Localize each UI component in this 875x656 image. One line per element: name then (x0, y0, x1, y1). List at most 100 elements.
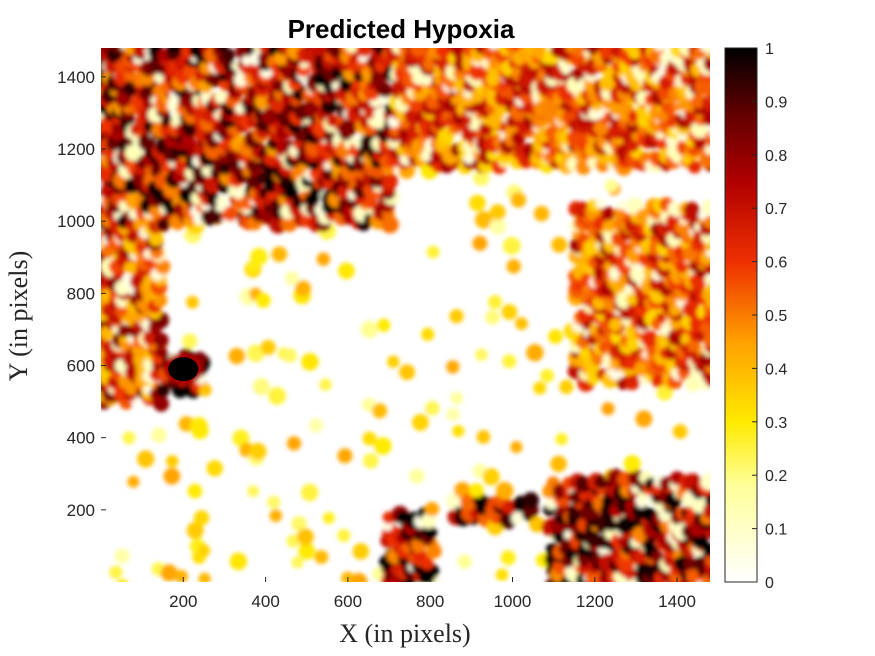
heatmap-blob (282, 348, 298, 363)
heatmap-blob (186, 521, 204, 539)
heatmap-blob (495, 568, 509, 582)
heatmap-blob (246, 344, 265, 363)
heatmap-blob (435, 48, 450, 58)
heatmap-blob (193, 510, 210, 526)
heatmap-blob (114, 548, 130, 564)
heatmap-blob (640, 330, 658, 347)
heatmap-blob (409, 48, 427, 57)
y-tick-label: 1000 (57, 212, 95, 231)
heatmap-blob (356, 48, 372, 57)
heatmap-blob (260, 339, 276, 356)
heatmap-blob (687, 338, 701, 353)
heatmap-blob (450, 391, 464, 405)
heatmap-blob (362, 431, 377, 446)
heatmap-blob (699, 150, 710, 169)
heatmap-blob (255, 292, 271, 308)
heatmap-blob (600, 206, 615, 221)
heatmap-blobs (101, 48, 710, 582)
heatmap-blob (566, 129, 583, 147)
heatmap-blob (295, 280, 311, 297)
heatmap-blob (154, 345, 168, 358)
x-axis-label: X (in pixels) (339, 619, 470, 648)
heatmap-blob (180, 134, 196, 150)
heatmap-blob (476, 429, 491, 444)
heatmap-blob (625, 293, 639, 306)
heatmap-blob (165, 455, 179, 468)
heatmap-blob (326, 114, 340, 128)
heatmap-blob (561, 64, 571, 75)
heatmap-blob (595, 198, 606, 209)
heatmap-blob (249, 247, 268, 266)
x-tick-label: 400 (251, 592, 279, 611)
heatmap-blob (286, 534, 300, 548)
heatmap-blob (374, 437, 392, 455)
heatmap-blob (660, 51, 673, 65)
heatmap-blob (216, 195, 229, 208)
y-tick-label: 1400 (57, 68, 95, 87)
heatmap-blob (247, 485, 260, 498)
heatmap-blob (241, 55, 252, 66)
heatmap-blob (338, 262, 355, 280)
heatmap-blob (208, 74, 221, 88)
heatmap-blob (381, 215, 399, 234)
heatmap-blob (376, 318, 391, 333)
heatmap-blob (568, 490, 583, 505)
heatmap-blob (174, 569, 188, 582)
x-tick-label: 1200 (576, 592, 614, 611)
heatmap-blob (228, 347, 245, 365)
heatmap-blob (452, 425, 465, 438)
heatmap-blob (515, 317, 528, 331)
colorbar: 0 0.1 0.2 0.3 0.4 0.5 0.6 0.7 0.8 0.9 1 (724, 41, 787, 592)
y-axis-label: Y (in pixels) (4, 251, 33, 381)
heatmap-blob (495, 481, 514, 500)
x-tick-label: 600 (334, 592, 362, 611)
heatmap-blob (510, 192, 527, 208)
heatmap-blob (559, 379, 574, 395)
heatmap-blob (573, 48, 586, 57)
heatmap-blob (700, 77, 710, 96)
heatmap-blob (182, 333, 198, 349)
heatmap-blob (624, 374, 640, 391)
heatmap-blob (249, 442, 267, 461)
colorbar-tick-label: 1 (765, 41, 774, 58)
heatmap-blob (286, 436, 302, 451)
colorbar-tick-label: 0.9 (765, 94, 787, 111)
heatmap-blob (701, 364, 710, 383)
heatmap-blob (280, 214, 298, 232)
heatmap-blob (690, 94, 706, 109)
heatmap-blob (379, 84, 393, 98)
heatmap-blob (156, 218, 170, 232)
heatmap-blob (127, 475, 140, 488)
heatmap-blob (703, 331, 710, 348)
heatmap-blob (291, 556, 304, 569)
heatmap-blob (555, 433, 568, 446)
heatmap-blob (683, 201, 700, 219)
y-axis-ticks: 200 400 600 800 1000 1200 1400 (57, 68, 106, 520)
heatmap-blob (154, 258, 171, 275)
heatmap-blob (153, 332, 169, 348)
heatmap-blob (651, 550, 664, 564)
heatmap-blob (124, 261, 137, 274)
heatmap-blob (604, 217, 618, 231)
heatmap-blob (510, 441, 523, 454)
heatmap-blob (704, 144, 710, 155)
x-tick-label: 200 (169, 592, 197, 611)
heatmap-blob (338, 120, 357, 139)
heatmap-blob (409, 468, 425, 484)
heatmap-blob (702, 199, 710, 215)
heatmap-blob (233, 187, 246, 200)
heatmap-blob (337, 448, 353, 464)
heatmap-blob (126, 230, 139, 244)
heatmap-blob (301, 353, 319, 371)
heatmap-blob (198, 383, 212, 397)
heatmap-blob (198, 572, 211, 582)
colorbar-tick-label: 0 (765, 575, 774, 592)
heatmap-blob (296, 528, 314, 546)
heatmap-blob (675, 219, 692, 236)
heatmap-blob (489, 218, 507, 235)
heatmap-blob (350, 572, 368, 582)
heatmap-blob (623, 455, 641, 473)
heatmap-blob (308, 418, 324, 433)
heatmap-blob (575, 159, 592, 175)
